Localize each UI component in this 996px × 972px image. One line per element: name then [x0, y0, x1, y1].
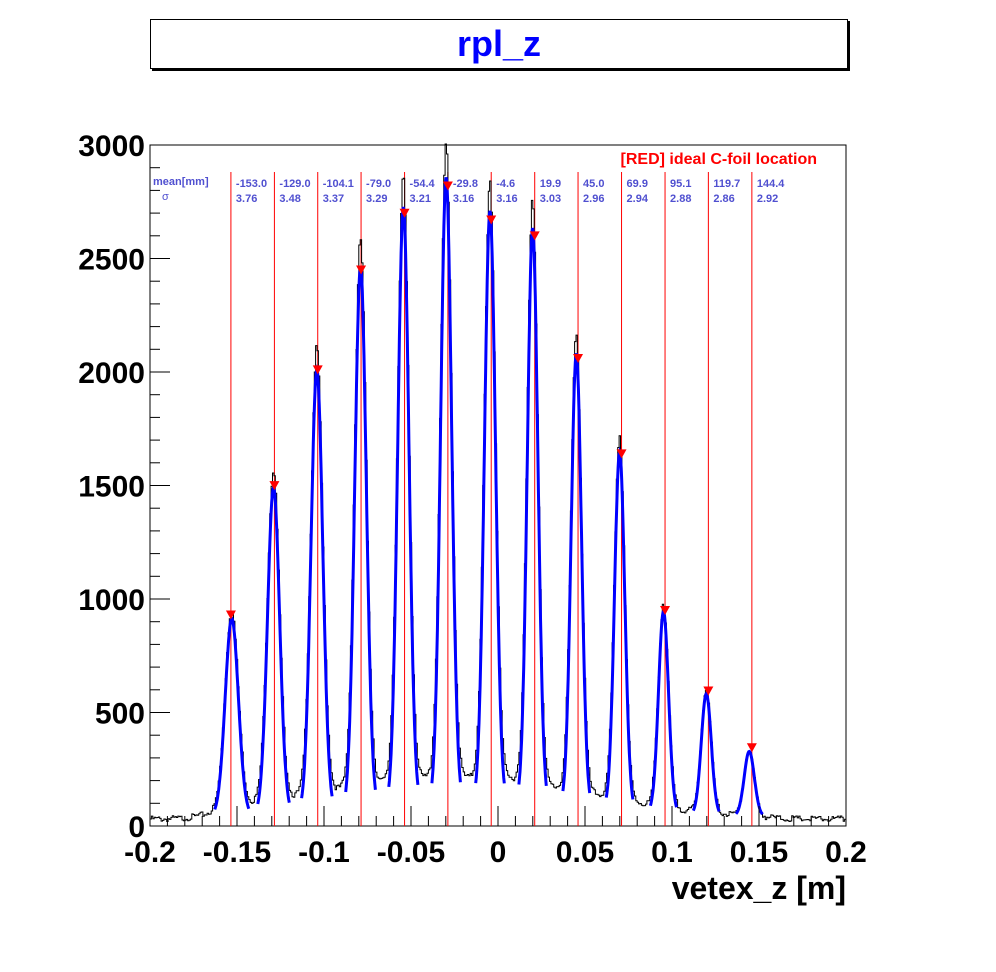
- foil-marker-4: [399, 208, 410, 218]
- foil-marker-7: [529, 231, 540, 241]
- foil-marker-10: [660, 605, 671, 615]
- stats-header-sigma: σ: [162, 191, 169, 203]
- foil-marker-1: [269, 481, 280, 491]
- peak-mean-label: -4.6: [496, 178, 515, 190]
- foil-marker-8: [573, 354, 584, 363]
- fit-curve-6: [474, 210, 506, 784]
- peak-mean-label: -153.0: [236, 178, 267, 190]
- peak-mean-label: 119.7: [713, 178, 740, 190]
- foil-markers: [225, 181, 757, 753]
- x-axis-label: vetex_z [m]: [672, 870, 846, 906]
- foil-marker-11: [703, 686, 714, 696]
- peak-sigma-label: 2.94: [627, 193, 649, 205]
- fit-curve-2: [300, 363, 334, 799]
- peak-sigma-label: 3.29: [366, 193, 387, 205]
- peak-sigma-label: 2.92: [757, 193, 778, 205]
- fit-curve-8: [561, 353, 592, 794]
- peak-sigma-label: 2.96: [583, 193, 604, 205]
- y-tick-label: 0: [128, 811, 145, 844]
- foil-marker-5: [442, 181, 453, 191]
- y-tick-label: 2000: [78, 357, 145, 390]
- y-tick-label: 1000: [78, 584, 145, 617]
- fit-curve-10: [648, 608, 678, 808]
- fit-curve-5: [430, 177, 462, 784]
- x-tick-label: -0.15: [203, 836, 271, 869]
- peak-sigma-label: 3.48: [279, 193, 300, 205]
- peak-sigma-label: 3.03: [540, 193, 561, 205]
- peak-sigma-label: 2.86: [713, 193, 734, 205]
- x-tick-label: 0.05: [556, 836, 614, 869]
- fit-curve-3: [344, 266, 377, 793]
- y-tick-label: 1500: [78, 471, 145, 504]
- foil-marker-12: [746, 743, 757, 753]
- peak-sigma-label: 3.37: [323, 193, 344, 205]
- chart-title: rpl_z: [456, 23, 542, 64]
- x-tick-label: -0.05: [377, 836, 445, 869]
- peak-sigma-label: 2.88: [670, 193, 691, 205]
- foil-marker-0: [225, 610, 236, 620]
- foil-marker-6: [486, 215, 497, 225]
- x-tick-label: 0.1: [651, 836, 693, 869]
- y-tick-label: 500: [95, 698, 145, 731]
- stats-header-mean: mean[mm]: [153, 176, 209, 188]
- y-tick-label: 3000: [78, 130, 145, 163]
- peak-mean-label: 45.0: [583, 178, 604, 190]
- foil-marker-2: [312, 365, 323, 375]
- fit-curve-9: [604, 446, 635, 800]
- stats-box: mean[mm] σ -153.0 3.76 -129.0 3.48 -104.1 3.3…: [153, 176, 785, 205]
- y-axis: 0 500 1000 1500 2000 2500 3000: [78, 130, 170, 844]
- x-tick-label: 0.2: [825, 836, 867, 869]
- peak-mean-label: 19.9: [540, 178, 561, 190]
- foil-marker-9: [616, 449, 627, 459]
- peak-sigma-label: 3.16: [453, 193, 474, 205]
- peak-mean-label: 144.4: [757, 178, 785, 190]
- peak-mean-label: -79.0: [366, 178, 391, 190]
- x-tick-label: -0.2: [124, 836, 176, 869]
- x-tick-label: 0: [490, 836, 507, 869]
- y-tick-label: 2500: [78, 244, 145, 277]
- peak-sigma-label: 3.76: [236, 193, 257, 205]
- histogram-line: [150, 143, 846, 822]
- peak-mean-label: -54.4: [410, 178, 436, 190]
- peak-mean-label: 95.1: [670, 178, 691, 190]
- fit-curve-12: [734, 749, 764, 816]
- peak-mean-label: -104.1: [323, 178, 354, 190]
- x-axis: -0.2 -0.15 -0.1 -0.05 0 0.05 0.1 0.15 0.2: [124, 806, 867, 869]
- peak-mean-label: -29.8: [453, 178, 478, 190]
- fit-curve-0: [213, 615, 251, 810]
- fit-curve-11: [691, 691, 721, 812]
- x-tick-label: 0.15: [730, 836, 788, 869]
- fit-curve-4: [387, 206, 420, 788]
- peak-mean-label: -129.0: [279, 178, 310, 190]
- x-tick-label: -0.1: [298, 836, 350, 869]
- foil-annotation: [RED] ideal C-foil location: [621, 151, 817, 168]
- fit-curves: [213, 177, 764, 816]
- peak-sigma-label: 3.16: [496, 193, 517, 205]
- plot-frame: [149, 144, 847, 827]
- peak-mean-label: 69.9: [627, 178, 648, 190]
- peak-sigma-label: 3.21: [410, 193, 431, 205]
- foil-marker-3: [356, 265, 367, 275]
- title-box: rpl_z: [150, 19, 848, 69]
- fit-curve-1: [256, 483, 291, 805]
- fit-curve-7: [517, 227, 548, 787]
